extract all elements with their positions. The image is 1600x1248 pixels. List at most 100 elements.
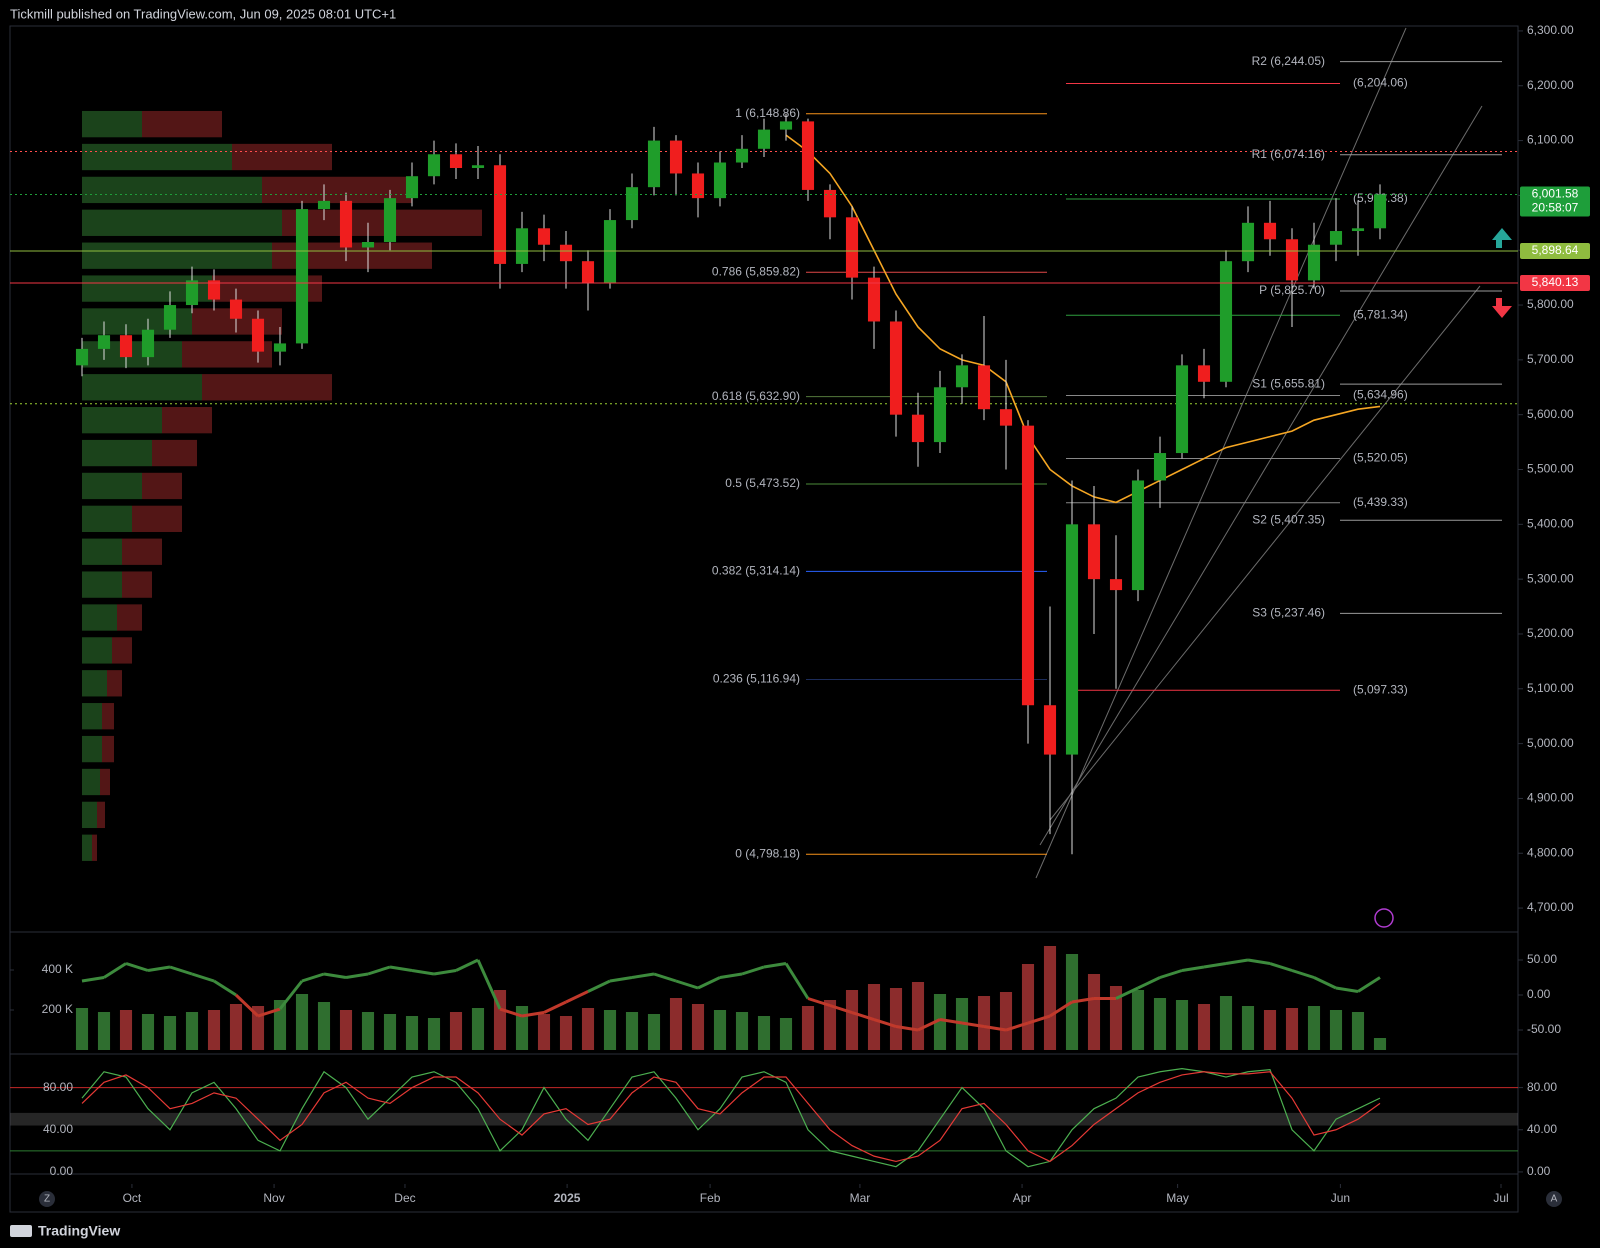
y-tick-label: 5,500.00 xyxy=(1527,462,1574,476)
candle-body xyxy=(559,244,573,262)
candle-body xyxy=(273,343,287,352)
fib-label: 0.786 (5,859.82) xyxy=(712,264,800,278)
candle-body xyxy=(471,165,485,168)
price-tag xyxy=(1520,242,1590,259)
candle-body xyxy=(1043,705,1057,755)
candle-body xyxy=(207,280,221,300)
candle-body xyxy=(317,200,331,210)
y-tick-label: 80.00 xyxy=(1527,1080,1557,1094)
volume-bar xyxy=(75,1008,89,1050)
oscillator-segment xyxy=(895,1025,919,1032)
icon[interactable] xyxy=(39,1191,55,1207)
pivot-label: R2 (6,244.05) xyxy=(1252,54,1325,68)
oscillator-segment xyxy=(301,972,325,983)
oscillator-segment xyxy=(278,980,304,1010)
y-tick-label: 4,900.00 xyxy=(1527,791,1574,805)
y-tick-label: 5,600.00 xyxy=(1527,407,1574,421)
y-tick-label: 5,300.00 xyxy=(1527,571,1574,585)
candle-body xyxy=(647,140,661,188)
oscillator-segment xyxy=(1115,986,1139,1000)
volume-bar xyxy=(691,1004,705,1050)
volume-bar xyxy=(735,1012,749,1050)
zone-label: (5,439.33) xyxy=(1353,495,1408,509)
candle-body xyxy=(449,154,463,168)
profile-sell xyxy=(162,407,212,434)
candle-body xyxy=(1263,222,1277,240)
oscillator-segment xyxy=(411,969,435,976)
icon-label[interactable]: Z xyxy=(44,1194,50,1205)
volume-bar xyxy=(1351,1012,1365,1050)
pivot-label: S1 (5,655.81) xyxy=(1252,376,1325,390)
volume-bar xyxy=(339,1010,353,1050)
y-tick-label: 400 K xyxy=(42,962,73,976)
oscillator-segment xyxy=(1269,962,1293,972)
price-tag xyxy=(1520,186,1590,217)
profile-buy xyxy=(82,472,142,500)
oscillator-segment xyxy=(1159,969,1183,979)
zone-label: (5,781.34) xyxy=(1353,307,1408,321)
profile-sell xyxy=(132,505,182,532)
candle-body xyxy=(119,335,133,358)
candle-body xyxy=(933,387,947,443)
candle-body xyxy=(1241,222,1255,262)
candle-body xyxy=(1219,261,1233,382)
y2-tick-label: 50.00 xyxy=(1527,952,1557,966)
oscillator-segment xyxy=(784,962,810,1000)
x-tick-label: Jun xyxy=(1331,1191,1350,1205)
oscillator-segment xyxy=(81,976,105,983)
alert-icon[interactable] xyxy=(1374,908,1394,928)
volume-bar xyxy=(779,1018,793,1050)
candle-body xyxy=(1131,480,1145,591)
icon[interactable] xyxy=(1546,1191,1562,1207)
oscillator-segment xyxy=(763,962,787,969)
price-tag xyxy=(1520,275,1590,292)
profile-sell xyxy=(142,472,182,500)
oscillator-segment xyxy=(521,1011,545,1018)
candle-body xyxy=(867,277,881,322)
y-tick-label: 4,700.00 xyxy=(1527,900,1574,914)
volume-bar xyxy=(647,1014,661,1050)
volume-bar xyxy=(317,1002,331,1050)
oscillator-segment xyxy=(1181,965,1205,972)
y-tick-label: 5,800.00 xyxy=(1527,297,1574,311)
volume-bar xyxy=(911,982,925,1050)
y-tick-label: 40.00 xyxy=(43,1122,73,1136)
volume-bar xyxy=(999,992,1013,1050)
oscillator-segment xyxy=(829,1004,853,1014)
footer-text: TradingView xyxy=(38,1223,120,1239)
zone-label: (6,204.06) xyxy=(1353,76,1408,90)
volume-bar xyxy=(1373,1038,1387,1050)
oscillator-segment xyxy=(983,1025,1007,1032)
fib-label: 0.382 (5,314.14) xyxy=(712,564,800,578)
x-tick-label: Apr xyxy=(1013,1191,1032,1205)
candle-body xyxy=(339,200,353,248)
volume-bar xyxy=(823,1000,837,1050)
volume-bar xyxy=(1043,946,1057,1050)
volume-bar xyxy=(1021,964,1035,1050)
volume-bar xyxy=(867,984,881,1050)
profile-buy xyxy=(82,703,102,730)
profile-buy xyxy=(82,242,272,269)
volume-bar xyxy=(163,1016,177,1050)
volume-bar xyxy=(185,1012,199,1050)
volume-bar xyxy=(1263,1010,1277,1050)
profile-buy xyxy=(82,604,117,631)
oscillator-segment xyxy=(323,972,347,979)
icon-label[interactable]: A xyxy=(1551,1194,1558,1205)
oscillator-segment xyxy=(1225,958,1249,965)
profile-buy xyxy=(82,209,282,236)
candle-body xyxy=(889,321,903,415)
candle-body xyxy=(1373,194,1387,229)
volume-bar xyxy=(97,1012,111,1050)
profile-sell xyxy=(152,439,197,467)
oscillator-segment xyxy=(1247,958,1271,965)
volume-bar xyxy=(383,1014,397,1050)
candle-body xyxy=(405,176,419,199)
volume-bar xyxy=(229,1004,243,1050)
candle-body xyxy=(581,261,595,284)
pivot-label: S3 (5,237.46) xyxy=(1252,606,1325,620)
channel-line xyxy=(1035,27,1407,879)
volume-bar xyxy=(559,1016,573,1050)
